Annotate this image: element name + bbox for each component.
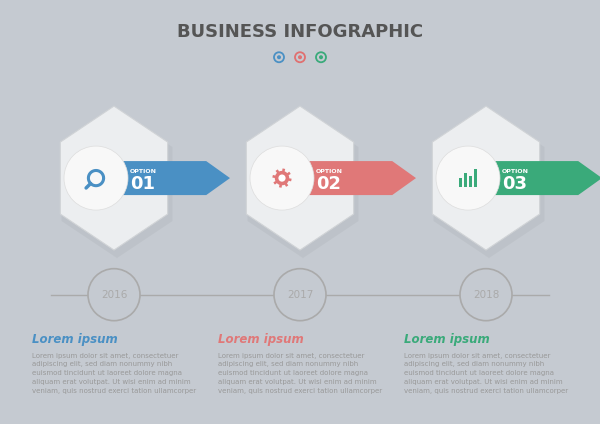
Polygon shape <box>434 110 544 258</box>
Text: 2017: 2017 <box>287 290 313 300</box>
Text: Lorem ipsum: Lorem ipsum <box>404 333 490 346</box>
Text: OPTION: OPTION <box>502 169 529 173</box>
Polygon shape <box>62 110 172 258</box>
Text: Lorem ipsum dolor sit amet, consectetuer
adipiscing elit, sed diam nonummy nibh
: Lorem ipsum dolor sit amet, consectetuer… <box>32 353 196 393</box>
Circle shape <box>278 175 286 181</box>
Text: 2016: 2016 <box>101 290 127 300</box>
Bar <box>464 173 467 187</box>
Text: Lorem ipsum dolor sit amet, consectetuer
adipiscing elit, sed diam nonummy nibh
: Lorem ipsum dolor sit amet, consectetuer… <box>404 353 568 393</box>
Circle shape <box>460 269 512 321</box>
Polygon shape <box>61 106 167 250</box>
Polygon shape <box>306 161 416 195</box>
Text: Lorem ipsum dolor sit amet, consectetuer
adipiscing elit, sed diam nonummy nibh
: Lorem ipsum dolor sit amet, consectetuer… <box>218 353 382 393</box>
Polygon shape <box>492 161 600 195</box>
Text: 02: 02 <box>316 175 341 193</box>
Bar <box>469 176 472 187</box>
Text: 01: 01 <box>130 175 155 193</box>
Text: OPTION: OPTION <box>130 169 157 173</box>
Text: BUSINESS INFOGRAPHIC: BUSINESS INFOGRAPHIC <box>177 23 423 41</box>
Circle shape <box>250 146 314 210</box>
Circle shape <box>274 269 326 321</box>
Polygon shape <box>120 161 230 195</box>
Polygon shape <box>272 168 292 188</box>
Text: Lorem ipsum: Lorem ipsum <box>218 333 304 346</box>
Circle shape <box>298 55 302 59</box>
Polygon shape <box>247 106 353 250</box>
Circle shape <box>277 55 281 59</box>
Text: Lorem ipsum: Lorem ipsum <box>32 333 118 346</box>
Circle shape <box>436 146 500 210</box>
Bar <box>474 169 478 187</box>
Text: 03: 03 <box>502 175 527 193</box>
Circle shape <box>319 55 323 59</box>
Text: 2018: 2018 <box>473 290 499 300</box>
Polygon shape <box>248 110 358 258</box>
Text: OPTION: OPTION <box>316 169 343 173</box>
Bar <box>459 178 463 187</box>
Polygon shape <box>433 106 539 250</box>
Circle shape <box>88 269 140 321</box>
Circle shape <box>64 146 128 210</box>
